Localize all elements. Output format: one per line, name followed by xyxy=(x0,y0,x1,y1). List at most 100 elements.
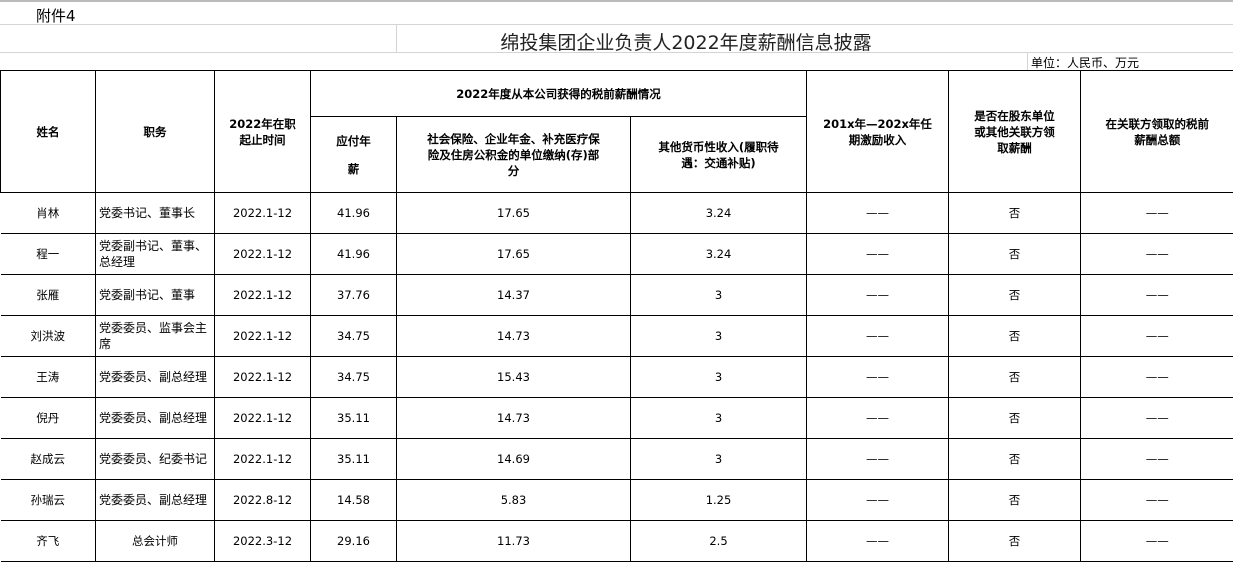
cell-incentive: —— xyxy=(806,192,949,234)
cell-position: 党委副书记、董事、总经理 xyxy=(95,233,215,275)
cell-incentive: —— xyxy=(806,356,949,398)
cell-other: 3 xyxy=(630,397,807,439)
cell-other: 3 xyxy=(630,356,807,398)
header-period: 2022年在职起止时间 xyxy=(214,70,311,193)
cell-incentive: —— xyxy=(806,479,949,521)
cell-position: 党委委员、副总经理 xyxy=(95,356,215,398)
cell-related: —— xyxy=(1080,274,1233,316)
unit-row: 单位：人民币、万元 xyxy=(0,53,1233,70)
salary-table: 姓名 职务 2022年在职起止时间 2022年度从本公司获得的税前薪酬情况 20… xyxy=(0,70,1233,562)
cell-related: —— xyxy=(1080,356,1233,398)
header-name: 姓名 xyxy=(0,70,96,193)
cell-name: 齐飞 xyxy=(0,520,96,562)
cell-period: 2022.1-12 xyxy=(214,438,311,480)
attachment-label: 附件4 xyxy=(36,7,76,25)
cell-shareholder: 否 xyxy=(948,315,1081,357)
cell-incentive: —— xyxy=(806,520,949,562)
cell-shareholder: 否 xyxy=(948,397,1081,439)
cell-name: 刘洪波 xyxy=(0,315,96,357)
table-row: 倪丹 党委委员、副总经理 2022.1-12 35.11 14.73 3 —— 否 —— xyxy=(0,397,1233,439)
cell-position: 党委委员、纪委书记 xyxy=(95,438,215,480)
cell-shareholder: 否 xyxy=(948,192,1081,234)
cell-insurance: 17.65 xyxy=(396,233,631,275)
cell-shareholder: 否 xyxy=(948,233,1081,275)
cell-incentive: —— xyxy=(806,233,949,275)
cell-other: 3 xyxy=(630,315,807,357)
cell-salary: 34.75 xyxy=(310,356,397,398)
cell-salary: 14.58 xyxy=(310,479,397,521)
header-related: 在关联方领取的税前薪酬总额 xyxy=(1080,70,1233,193)
cell-other: 3.24 xyxy=(630,192,807,234)
cell-position: 党委副书记、董事 xyxy=(95,274,215,316)
cell-salary: 37.76 xyxy=(310,274,397,316)
header-insurance: 社会保险、企业年金、补充医疗保险及住房公积金的单位缴纳(存)部分 xyxy=(396,116,631,193)
table-row: 张雁 党委副书记、董事 2022.1-12 37.76 14.37 3 —— 否 —— xyxy=(0,274,1233,316)
cell-name: 张雁 xyxy=(0,274,96,316)
cell-salary: 41.96 xyxy=(310,192,397,234)
unit-label: 单位：人民币、万元 xyxy=(1031,56,1140,70)
cell-salary: 35.11 xyxy=(310,397,397,439)
cell-insurance: 5.83 xyxy=(396,479,631,521)
cell-shareholder: 否 xyxy=(948,356,1081,398)
cell-other: 3 xyxy=(630,274,807,316)
header-incentive: 201x年—202x年任期激励收入 xyxy=(806,70,949,193)
cell-related: —— xyxy=(1080,479,1233,521)
cell-position: 党委委员、副总经理 xyxy=(95,479,215,521)
cell-related: —— xyxy=(1080,192,1233,234)
cell-name: 倪丹 xyxy=(0,397,96,439)
cell-salary: 35.11 xyxy=(310,438,397,480)
attachment-row: 附件4 xyxy=(0,0,1233,25)
cell-incentive: —— xyxy=(806,397,949,439)
cell-incentive: —— xyxy=(806,438,949,480)
cell-related: —— xyxy=(1080,438,1233,480)
cell-insurance: 14.73 xyxy=(396,397,631,439)
cell-insurance: 14.73 xyxy=(396,315,631,357)
header-position: 职务 xyxy=(95,70,215,193)
cell-shareholder: 否 xyxy=(948,479,1081,521)
cell-salary: 41.96 xyxy=(310,233,397,275)
cell-incentive: —— xyxy=(806,274,949,316)
header-shareholder: 是否在股东单位或其他关联方领取薪酬 xyxy=(948,70,1081,193)
table-row: 孙瑞云 党委委员、副总经理 2022.8-12 14.58 5.83 1.25 —— 否 —— xyxy=(0,479,1233,521)
cell-salary: 29.16 xyxy=(310,520,397,562)
cell-insurance: 11.73 xyxy=(396,520,631,562)
cell-position: 党委委员、监事会主席 xyxy=(95,315,215,357)
cell-related: —— xyxy=(1080,233,1233,275)
cell-period: 2022.1-12 xyxy=(214,192,311,234)
cell-salary: 34.75 xyxy=(310,315,397,357)
table-row: 程一 党委副书记、董事、总经理 2022.1-12 41.96 17.65 3.24 —— 否… xyxy=(0,233,1233,275)
cell-position: 总会计师 xyxy=(95,520,215,562)
table-row: 王涛 党委委员、副总经理 2022.1-12 34.75 15.43 3 —— 否 —— xyxy=(0,356,1233,398)
cell-period: 2022.8-12 xyxy=(214,479,311,521)
cell-other: 1.25 xyxy=(630,479,807,521)
cell-insurance: 17.65 xyxy=(396,192,631,234)
cell-other: 3.24 xyxy=(630,233,807,275)
cell-name: 赵成云 xyxy=(0,438,96,480)
cell-period: 2022.1-12 xyxy=(214,274,311,316)
cell-other: 3 xyxy=(630,438,807,480)
cell-name: 肖林 xyxy=(0,192,96,234)
title-row: 绵投集团企业负责人2022年度薪酬信息披露 xyxy=(0,25,1233,54)
header-other: 其他货币性收入(履职待遇：交通补贴) xyxy=(630,116,807,193)
cell-name: 孙瑞云 xyxy=(0,479,96,521)
cell-shareholder: 否 xyxy=(948,520,1081,562)
cell-period: 2022.1-12 xyxy=(214,397,311,439)
cell-related: —— xyxy=(1080,520,1233,562)
cell-insurance: 14.69 xyxy=(396,438,631,480)
cell-period: 2022.1-12 xyxy=(214,356,311,398)
cell-shareholder: 否 xyxy=(948,438,1081,480)
table-row: 齐飞 总会计师 2022.3-12 29.16 11.73 2.5 —— 否 —— xyxy=(0,520,1233,562)
cell-position: 党委书记、董事长 xyxy=(95,192,215,234)
cell-insurance: 15.43 xyxy=(396,356,631,398)
cell-name: 程一 xyxy=(0,233,96,275)
table-row: 赵成云 党委委员、纪委书记 2022.1-12 35.11 14.69 3 —— 否 —— xyxy=(0,438,1233,480)
cell-period: 2022.1-12 xyxy=(214,315,311,357)
page-title: 绵投集团企业负责人2022年度薪酬信息披露 xyxy=(500,32,872,54)
cell-shareholder: 否 xyxy=(948,274,1081,316)
cell-insurance: 14.37 xyxy=(396,274,631,316)
table-row: 刘洪波 党委委员、监事会主席 2022.1-12 34.75 14.73 3 —— 否 —— xyxy=(0,315,1233,357)
header-salary: 应付年薪 xyxy=(310,116,397,193)
table-row: 肖林 党委书记、董事长 2022.1-12 41.96 17.65 3.24 —— 否 —— xyxy=(0,192,1233,234)
cell-name: 王涛 xyxy=(0,356,96,398)
cell-period: 2022.3-12 xyxy=(214,520,311,562)
